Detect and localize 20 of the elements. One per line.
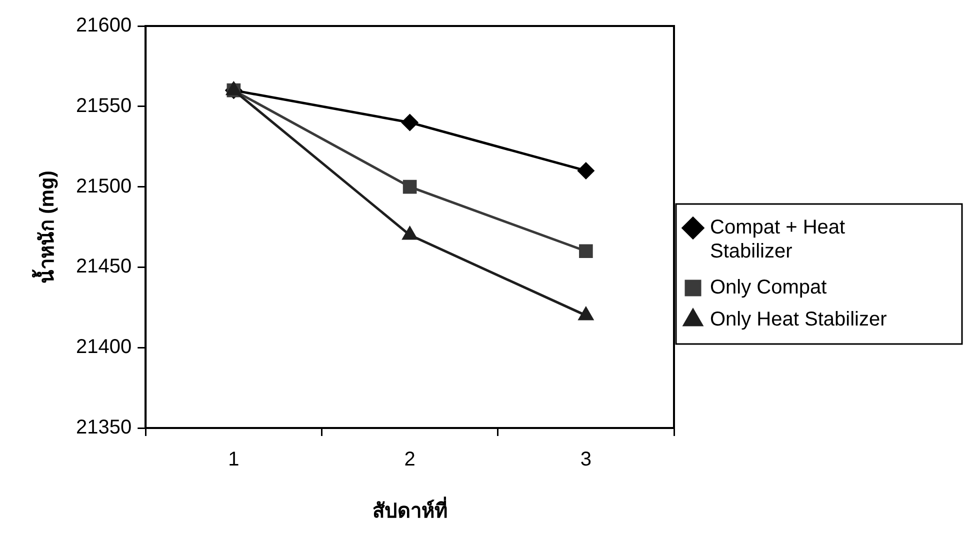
- y-axis-title: น้ำหนัก (mg): [32, 170, 59, 284]
- point: [579, 244, 593, 258]
- y-tick-label: 21350: [76, 416, 132, 439]
- legend-label: Only Compat: [710, 276, 828, 299]
- y-tick-label: 21550: [76, 94, 132, 117]
- point: [402, 114, 418, 131]
- x-axis-title: สัปดาห์ที่: [372, 496, 448, 523]
- point: [578, 307, 594, 320]
- y-tick-label: 21450: [76, 256, 132, 278]
- y-tick-label: 21500: [76, 175, 132, 198]
- legend-label: Only Heat Stabilizer: [710, 308, 888, 331]
- x-tick-label: 3: [580, 448, 592, 471]
- legend-label: Compat + Heat Stabilizer: [710, 216, 846, 263]
- point: [402, 180, 417, 194]
- point: [402, 226, 418, 240]
- y-tick-label: 21400: [76, 336, 132, 358]
- x-tick-label: 2: [404, 448, 416, 471]
- y-tick-label: 21600: [76, 14, 132, 37]
- point: [578, 162, 594, 179]
- x-tick-label: 1: [228, 448, 240, 471]
